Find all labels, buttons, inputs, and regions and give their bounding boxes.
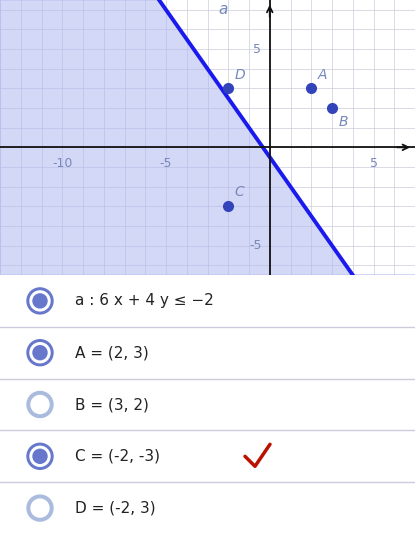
Text: -5: -5 [249, 239, 261, 252]
Circle shape [31, 396, 49, 413]
Text: D = (-2, 3): D = (-2, 3) [75, 500, 156, 516]
Text: C: C [234, 185, 244, 199]
Text: -10: -10 [52, 157, 73, 170]
Circle shape [30, 446, 50, 466]
Text: B = (3, 2): B = (3, 2) [75, 397, 149, 412]
Circle shape [27, 288, 53, 314]
Text: B: B [338, 115, 348, 129]
Circle shape [33, 345, 47, 360]
Circle shape [30, 291, 50, 311]
Circle shape [27, 391, 53, 418]
Text: a: a [218, 2, 227, 17]
Text: 5: 5 [369, 157, 378, 170]
Text: A = (2, 3): A = (2, 3) [75, 345, 149, 360]
Circle shape [33, 449, 47, 464]
Text: D: D [234, 68, 245, 82]
Circle shape [27, 495, 53, 521]
Circle shape [27, 443, 53, 469]
Circle shape [31, 499, 49, 517]
Text: a : 6 x + 4 y ≤ −2: a : 6 x + 4 y ≤ −2 [75, 293, 214, 309]
Text: 5: 5 [254, 43, 261, 56]
Circle shape [30, 343, 50, 363]
Text: -5: -5 [160, 157, 172, 170]
Circle shape [27, 340, 53, 366]
Text: A: A [317, 68, 327, 82]
Circle shape [33, 294, 47, 308]
Text: C = (-2, -3): C = (-2, -3) [75, 449, 160, 464]
